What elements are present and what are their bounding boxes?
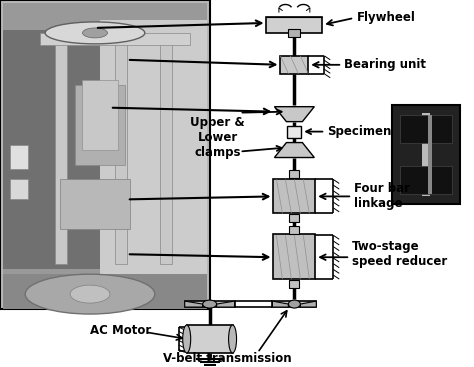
Bar: [273, 179, 315, 213]
Bar: [3, 3, 207, 306]
Ellipse shape: [25, 274, 155, 314]
Bar: [0, 0, 210, 309]
Text: Flywheel: Flywheel: [357, 11, 416, 25]
Text: Specimen: Specimen: [327, 125, 392, 138]
Bar: [428, 115, 432, 195]
Polygon shape: [217, 301, 235, 307]
Bar: [422, 113, 430, 196]
Bar: [160, 35, 172, 264]
Bar: [288, 29, 301, 37]
Bar: [281, 56, 308, 74]
Bar: [290, 214, 300, 222]
Ellipse shape: [82, 28, 108, 38]
Bar: [185, 301, 235, 307]
Bar: [392, 105, 460, 204]
Bar: [266, 17, 322, 33]
Bar: [10, 179, 28, 199]
Bar: [287, 126, 301, 138]
Polygon shape: [185, 301, 203, 307]
Ellipse shape: [203, 300, 217, 308]
Bar: [290, 171, 300, 178]
Bar: [10, 145, 28, 170]
Ellipse shape: [45, 22, 145, 44]
Bar: [40, 33, 190, 45]
Bar: [82, 80, 118, 149]
Bar: [3, 274, 207, 309]
Ellipse shape: [228, 325, 237, 353]
Bar: [55, 35, 67, 264]
Polygon shape: [273, 301, 288, 307]
Polygon shape: [274, 142, 314, 157]
Bar: [60, 179, 130, 229]
Bar: [273, 234, 315, 279]
Polygon shape: [274, 107, 314, 121]
Text: V-belt transmission: V-belt transmission: [163, 352, 292, 366]
Bar: [115, 35, 127, 264]
Text: Bearing unit: Bearing unit: [344, 58, 426, 71]
Polygon shape: [301, 301, 316, 307]
Bar: [100, 20, 207, 279]
Bar: [290, 226, 300, 234]
Text: Upper &
Lower
clamps: Upper & Lower clamps: [190, 116, 245, 159]
Bar: [187, 325, 233, 353]
Bar: [273, 301, 316, 307]
Bar: [290, 280, 300, 288]
Bar: [75, 85, 125, 164]
Bar: [3, 30, 100, 269]
Bar: [400, 167, 452, 195]
Text: Four bar
linkage: Four bar linkage: [354, 182, 410, 210]
Ellipse shape: [70, 285, 110, 303]
Text: Two-stage
speed reducer: Two-stage speed reducer: [352, 240, 447, 268]
Ellipse shape: [182, 325, 191, 353]
Text: AC Motor: AC Motor: [90, 324, 151, 338]
Bar: [400, 115, 452, 142]
Ellipse shape: [288, 300, 301, 308]
